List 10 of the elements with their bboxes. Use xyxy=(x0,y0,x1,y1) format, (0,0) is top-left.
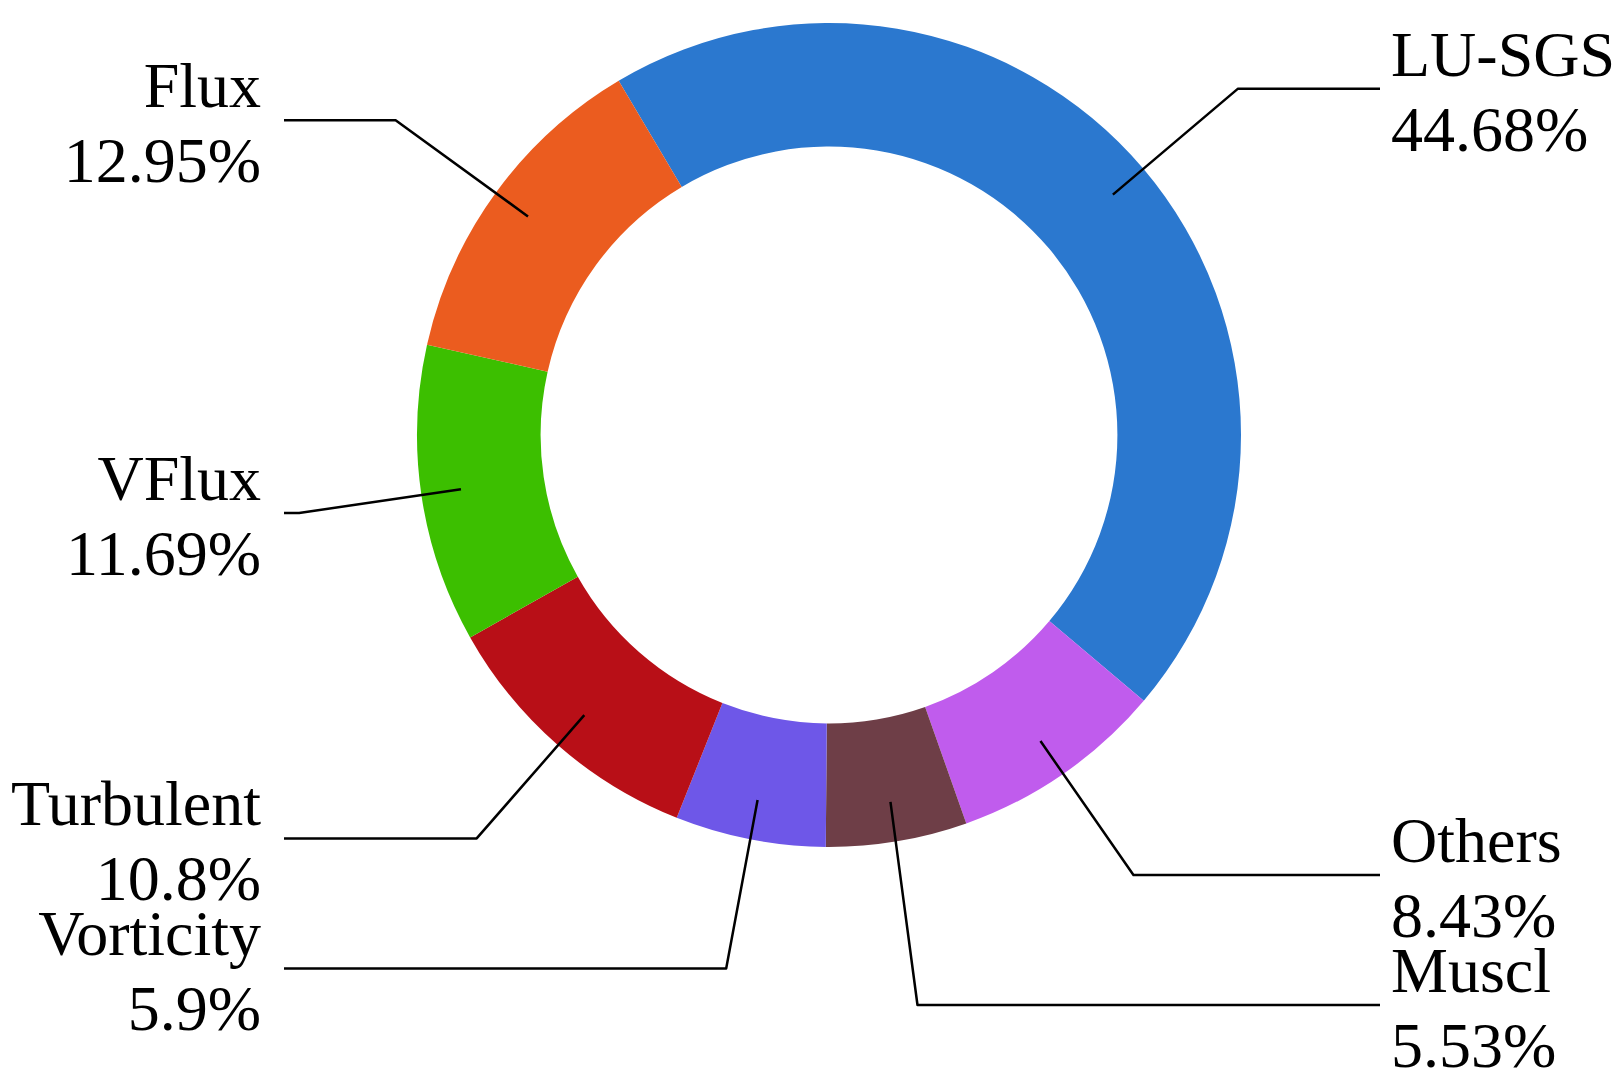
slice-label: Flux xyxy=(143,50,261,122)
data-label: 11.69% xyxy=(66,518,261,590)
data-label: 5.53% xyxy=(1391,1010,1557,1081)
data-label: 5.9% xyxy=(127,973,261,1045)
slice-label: LU-SGS xyxy=(1391,18,1616,90)
slice-label: VFlux xyxy=(97,443,261,515)
slice-label: Others xyxy=(1391,805,1562,876)
data-label: 44.68% xyxy=(1391,93,1589,165)
slice-label: Turbulent xyxy=(10,768,262,840)
data-label: 12.95% xyxy=(63,125,261,197)
